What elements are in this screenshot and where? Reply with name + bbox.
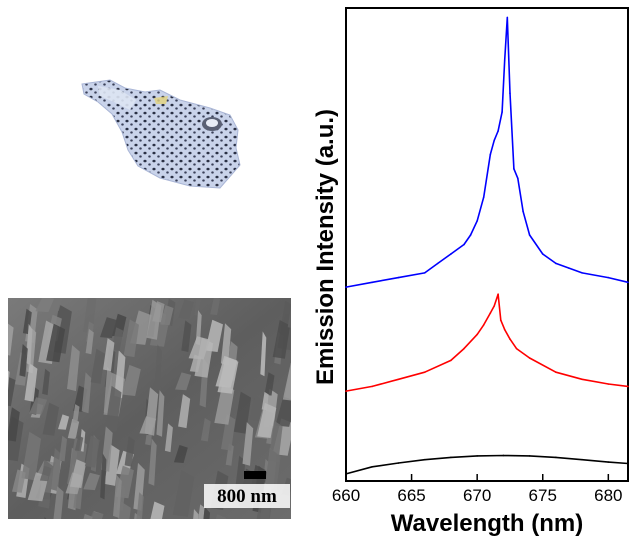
data-point [423,371,426,374]
data-point [463,243,465,246]
data-point [489,153,492,156]
data-point [541,253,544,255]
data-point [627,281,629,284]
data-point [450,456,452,459]
data-point [506,16,509,19]
x-tick-label: 660 [332,486,360,505]
x-tick-label: 675 [529,486,557,505]
series-layer [345,16,629,475]
x-tick-label: 680 [594,486,622,505]
data-point [517,177,519,180]
series-line [345,293,629,392]
data-point [501,111,503,113]
data-point [450,359,452,362]
data-point [463,347,465,350]
sem-image: 800 nm [8,298,291,519]
data-point [607,461,610,463]
data-point [371,281,374,284]
data-point [476,220,478,222]
data-point [581,378,583,381]
data-point [476,455,478,457]
data-point [581,458,583,461]
data-point [607,383,610,385]
data-point [528,357,531,359]
plot-frame [345,7,629,482]
data-point [568,267,570,269]
data-point [371,385,374,388]
data-point [437,262,439,265]
x-axis-title: Wavelength (nm) [391,510,583,537]
data-point [497,130,499,132]
scale-bar-label: 800 nm [217,486,277,507]
data-point [345,390,347,392]
scale-bar [244,471,266,479]
data-point [493,305,496,307]
data-point [522,210,524,213]
data-point [555,371,557,374]
data-point [482,324,485,326]
data-point [503,328,506,331]
y-axis-title: Emission Intensity (a.u.) [312,109,339,385]
data-point [397,462,400,464]
data-point [503,59,506,61]
data-point [627,462,629,465]
series-0 [345,16,629,288]
data-point [397,276,400,279]
series-1 [345,293,629,392]
data-point [450,253,452,255]
series-line [345,454,629,475]
data-point [397,378,400,381]
data-point [515,347,518,350]
data-point [555,262,557,265]
data-point [423,272,426,274]
data-point [469,234,472,236]
data-point [499,319,502,321]
data-point [528,455,531,457]
data-point [345,473,347,475]
data-point [482,196,485,198]
data-point [493,139,496,142]
data-point [489,312,492,314]
data-point [476,333,478,336]
data-point [627,385,629,388]
x-tick-label: 665 [397,486,425,505]
flake-photo [81,79,241,189]
data-point [497,293,499,295]
data-point [581,272,583,274]
x-axis: 660 665 670 675 680 [332,474,623,505]
data-point [509,338,511,340]
data-point [509,92,511,94]
data-point [513,168,515,170]
data-point [502,454,505,457]
data-point [371,466,374,468]
data-point [528,234,531,236]
series-line [345,16,629,288]
data-point [423,458,426,461]
x-tick-label: 670 [463,486,491,505]
data-point [345,286,347,288]
data-point [555,456,557,459]
data-point [607,276,610,279]
series-2 [345,454,629,475]
